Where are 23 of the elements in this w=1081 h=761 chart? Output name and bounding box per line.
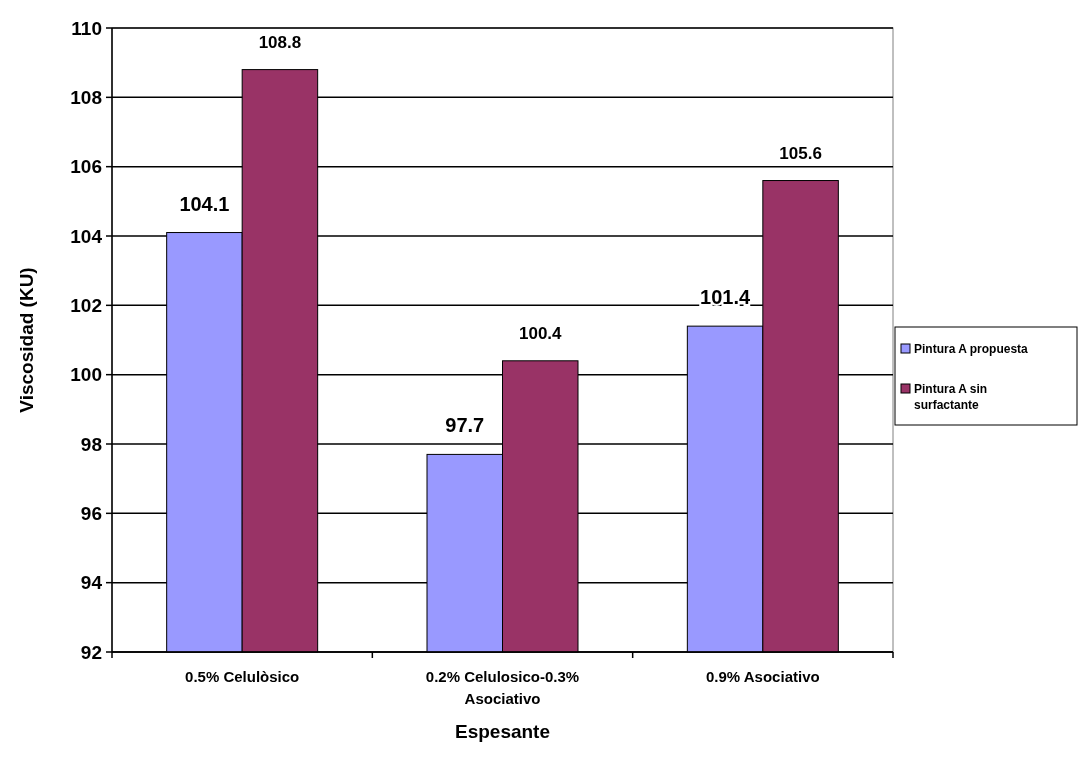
legend-label: Pintura A sin surfactante [914, 382, 988, 413]
x-tick-label: 0.5% Celulòsico [185, 668, 300, 685]
y-tick-label: 102 [70, 294, 102, 316]
y-tick-label: 96 [80, 502, 102, 524]
y-tick-label: 98 [80, 433, 102, 455]
y-tick-label: 94 [80, 572, 103, 594]
data-label: 104.1 [179, 192, 230, 215]
legend-label: Pintura A propuesta [914, 342, 1029, 357]
x-tick-label: 0.9% Asociativo [706, 668, 820, 685]
y-tick-label: 106 [70, 156, 102, 178]
y-tick-label: 100 [70, 364, 102, 386]
data-label: 105.6 [779, 143, 822, 163]
y-tick-label: 108 [70, 86, 102, 108]
x-tick-label: 0.2% Celulosico-0.3% Asociativo [425, 668, 580, 707]
data-label: 100.4 [518, 323, 563, 343]
y-tick-label: 104 [70, 225, 103, 247]
y-axis-title: Viscosidad (KU) [16, 267, 37, 413]
y-tick-label: 110 [71, 17, 102, 39]
y-tick-label: 92 [80, 641, 102, 663]
data-label: 108.8 [258, 32, 302, 52]
data-label: 101.4 [700, 286, 751, 309]
data-label: 97.7 [445, 414, 485, 437]
x-axis-title: Espesante [454, 721, 551, 742]
